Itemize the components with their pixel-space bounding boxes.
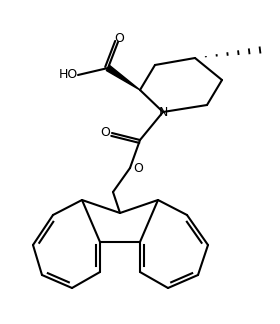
- Text: N: N: [158, 107, 168, 120]
- Text: O: O: [100, 126, 110, 140]
- Text: HO: HO: [58, 68, 78, 82]
- Text: O: O: [133, 161, 143, 175]
- Text: O: O: [114, 31, 124, 44]
- Polygon shape: [106, 65, 140, 90]
